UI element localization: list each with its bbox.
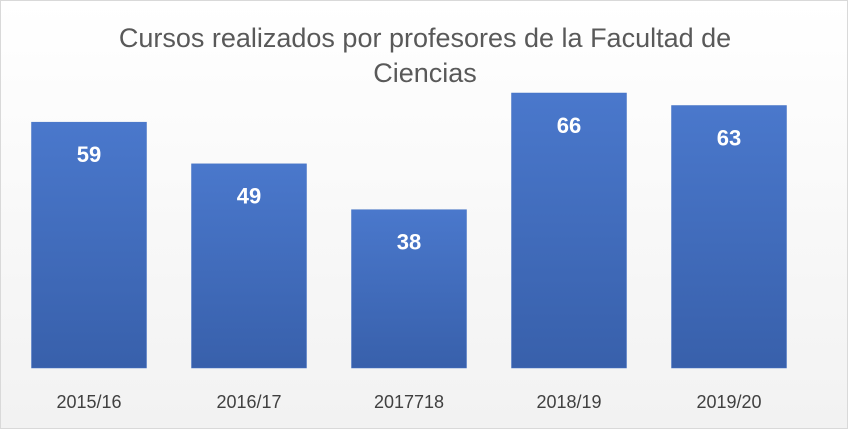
x-tick-label: 2019/20 [696, 392, 761, 412]
chart-title: Cursos realizados por profesores de la F… [118, 23, 732, 88]
bar [191, 163, 307, 369]
data-label: 63 [717, 125, 741, 150]
data-label: 38 [397, 229, 421, 254]
bar [351, 209, 467, 369]
x-tick-label: 2018/19 [536, 392, 601, 412]
bar [31, 121, 147, 369]
bar [511, 92, 627, 369]
data-label: 49 [237, 184, 261, 209]
data-label: 59 [77, 142, 101, 167]
x-tick-label: 2015/16 [56, 392, 121, 412]
bar [671, 105, 787, 369]
data-label: 66 [557, 113, 581, 138]
x-tick-label: 2017718 [374, 392, 444, 412]
x-tick-label: 2016/17 [216, 392, 281, 412]
